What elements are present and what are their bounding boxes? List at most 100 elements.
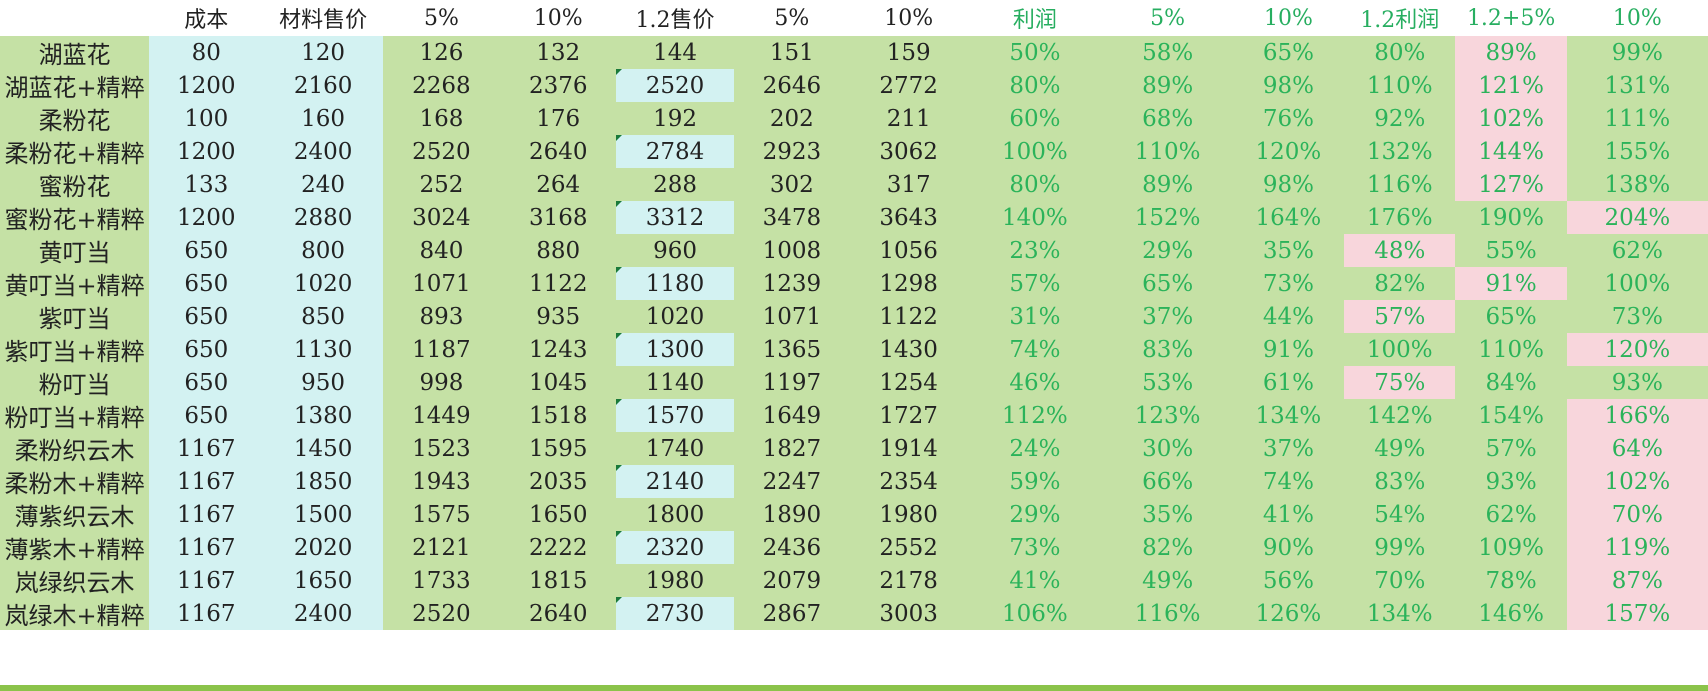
data-cell-price[interactable]: 1500	[263, 498, 383, 531]
data-cell-p5[interactable]: 1449	[412, 402, 471, 429]
data-cell-p10[interactable]: 264	[536, 171, 581, 198]
header-profit[interactable]: 利润	[1012, 8, 1057, 33]
data-cell-pr12[interactable]: 54%	[1374, 501, 1426, 528]
data-cell-pr12_10[interactable]: 111%	[1604, 105, 1671, 132]
row-label[interactable]: 紫叮当+精粹	[4, 338, 145, 366]
data-cell-pr12[interactable]: 132%	[1366, 138, 1433, 165]
data-cell-p12_10[interactable]: 2354	[879, 468, 938, 495]
data-cell-pr5[interactable]: 37%	[1142, 303, 1194, 330]
data-cell-pr10[interactable]: 61%	[1262, 369, 1314, 396]
data-cell-pr12_10[interactable]: 155%	[1604, 138, 1671, 165]
data-cell-pr10[interactable]: 91%	[1262, 336, 1314, 363]
data-cell-pr12_5[interactable]: 62%	[1485, 501, 1537, 528]
data-cell-pr10[interactable]: 126%	[1255, 600, 1322, 627]
data-cell-pr12_10[interactable]: 100%	[1604, 270, 1671, 297]
data-cell-pr12_5[interactable]: 190%	[1478, 204, 1544, 231]
header-10pct[interactable]: 10%	[533, 5, 583, 31]
row-label[interactable]: 湖蓝花	[38, 41, 111, 69]
data-cell-p12_5[interactable]: 1890	[762, 501, 822, 528]
data-cell-price[interactable]: 2020	[263, 531, 383, 564]
data-cell-p5[interactable]: 1071	[412, 270, 471, 297]
data-cell-p5[interactable]: 3024	[412, 204, 471, 231]
data-cell-pr12[interactable]: 80%	[1374, 39, 1426, 66]
data-cell-pr10[interactable]: 44%	[1262, 303, 1314, 330]
row-label[interactable]: 湖蓝花+精粹	[4, 74, 145, 102]
data-cell-p12_5[interactable]: 1649	[762, 402, 822, 429]
data-cell-p5[interactable]: 126	[419, 39, 464, 66]
data-cell-p12_5[interactable]: 2247	[762, 468, 822, 495]
data-cell-p10[interactable]: 3168	[528, 204, 588, 231]
row-label[interactable]: 柔粉织云木	[14, 437, 135, 465]
data-cell-pr10[interactable]: 98%	[1262, 72, 1314, 99]
data-cell-price[interactable]: 1020	[263, 267, 383, 300]
row-label[interactable]: 紫叮当	[38, 305, 111, 333]
header-1-2-5pct[interactable]: 5%	[774, 5, 810, 31]
data-cell-p10[interactable]: 2376	[528, 72, 588, 99]
data-cell-profit[interactable]: 73%	[1009, 534, 1061, 561]
data-cell-p10[interactable]: 2035	[528, 468, 588, 495]
data-cell-p5[interactable]: 2121	[412, 534, 471, 561]
data-cell-profit[interactable]: 106%	[1002, 600, 1068, 627]
data-cell-p12_10[interactable]: 317	[886, 171, 931, 198]
data-cell-cost[interactable]: 1167	[149, 432, 264, 465]
data-cell-cost[interactable]: 1167	[149, 564, 264, 597]
data-cell-pr10[interactable]: 90%	[1262, 534, 1314, 561]
data-cell-pr12_5[interactable]: 144%	[1455, 135, 1567, 168]
header-1-2-price[interactable]: 1.2售价	[635, 8, 715, 33]
data-cell-p12_10[interactable]: 1254	[879, 369, 938, 396]
data-cell-pr5[interactable]: 53%	[1142, 369, 1194, 396]
data-cell-pr5[interactable]: 29%	[1142, 237, 1194, 264]
data-cell-price[interactable]: 1130	[263, 333, 383, 366]
data-cell-p12_5[interactable]: 1827	[762, 435, 822, 462]
data-cell-price[interactable]: 950	[263, 366, 383, 399]
row-label[interactable]: 柔粉花+精粹	[4, 140, 145, 168]
data-cell-p12_10[interactable]: 1430	[879, 336, 938, 363]
data-cell-p12[interactable]: 288	[653, 171, 697, 198]
data-cell-pr12[interactable]: 70%	[1374, 567, 1426, 594]
data-cell-p12_10[interactable]: 3643	[879, 204, 938, 231]
row-label[interactable]: 粉叮当	[38, 371, 111, 399]
header-cost[interactable]: 成本	[184, 8, 229, 33]
data-cell-profit[interactable]: 60%	[1009, 105, 1061, 132]
data-cell-profit[interactable]: 112%	[1002, 402, 1068, 429]
data-cell-pr12[interactable]: 116%	[1366, 171, 1433, 198]
data-cell-pr10[interactable]: 73%	[1262, 270, 1314, 297]
data-cell-pr12[interactable]: 134%	[1366, 600, 1433, 627]
data-cell-profit[interactable]: 80%	[1009, 72, 1061, 99]
data-cell-p12_5[interactable]: 1008	[762, 237, 822, 264]
data-cell-pr12_10[interactable]: 62%	[1611, 237, 1663, 264]
data-cell-p12_5[interactable]: 1365	[762, 336, 822, 363]
data-cell-p10[interactable]: 176	[536, 105, 581, 132]
header-1-2-10pct-profit[interactable]: 10%	[1612, 5, 1662, 31]
data-cell-pr12_5[interactable]: 109%	[1478, 534, 1544, 561]
row-label[interactable]: 薄紫织云木	[14, 503, 135, 531]
data-cell-profit[interactable]: 140%	[1002, 204, 1068, 231]
data-cell-pr12[interactable]: 176%	[1366, 204, 1433, 231]
data-cell-p12[interactable]: 1300	[616, 333, 734, 366]
row-label[interactable]: 蜜粉花+精粹	[4, 206, 145, 234]
data-cell-p12[interactable]: 960	[653, 237, 697, 264]
data-cell-p10[interactable]: 1243	[528, 336, 588, 363]
data-cell-price[interactable]: 850	[263, 300, 383, 333]
data-cell-pr5[interactable]: 89%	[1142, 72, 1194, 99]
data-cell-p12_5[interactable]: 2436	[762, 534, 822, 561]
data-cell-p12_10[interactable]: 159	[886, 39, 931, 66]
data-cell-price[interactable]: 1450	[263, 432, 383, 465]
header-profit-10pct[interactable]: 10%	[1263, 5, 1313, 31]
data-cell-p12[interactable]: 2730	[616, 597, 734, 630]
data-cell-p10[interactable]: 1122	[528, 270, 588, 297]
data-cell-profit[interactable]: 46%	[1009, 369, 1061, 396]
header-profit-5pct[interactable]: 5%	[1150, 5, 1186, 31]
header-blank[interactable]	[0, 0, 149, 36]
data-cell-price[interactable]: 1650	[263, 564, 383, 597]
data-cell-pr12[interactable]: 83%	[1374, 468, 1426, 495]
data-cell-cost[interactable]: 1167	[149, 597, 264, 630]
data-cell-pr12_10[interactable]: 157%	[1566, 597, 1708, 630]
data-cell-p12[interactable]: 3312	[616, 201, 734, 234]
data-cell-p12_5[interactable]: 2923	[762, 138, 822, 165]
data-cell-cost[interactable]: 650	[149, 333, 264, 366]
data-cell-p5[interactable]: 1733	[412, 567, 471, 594]
data-cell-pr12_5[interactable]: 57%	[1485, 435, 1537, 462]
data-cell-pr12_5[interactable]: 154%	[1478, 402, 1544, 429]
data-cell-pr12_10[interactable]: 73%	[1611, 303, 1663, 330]
